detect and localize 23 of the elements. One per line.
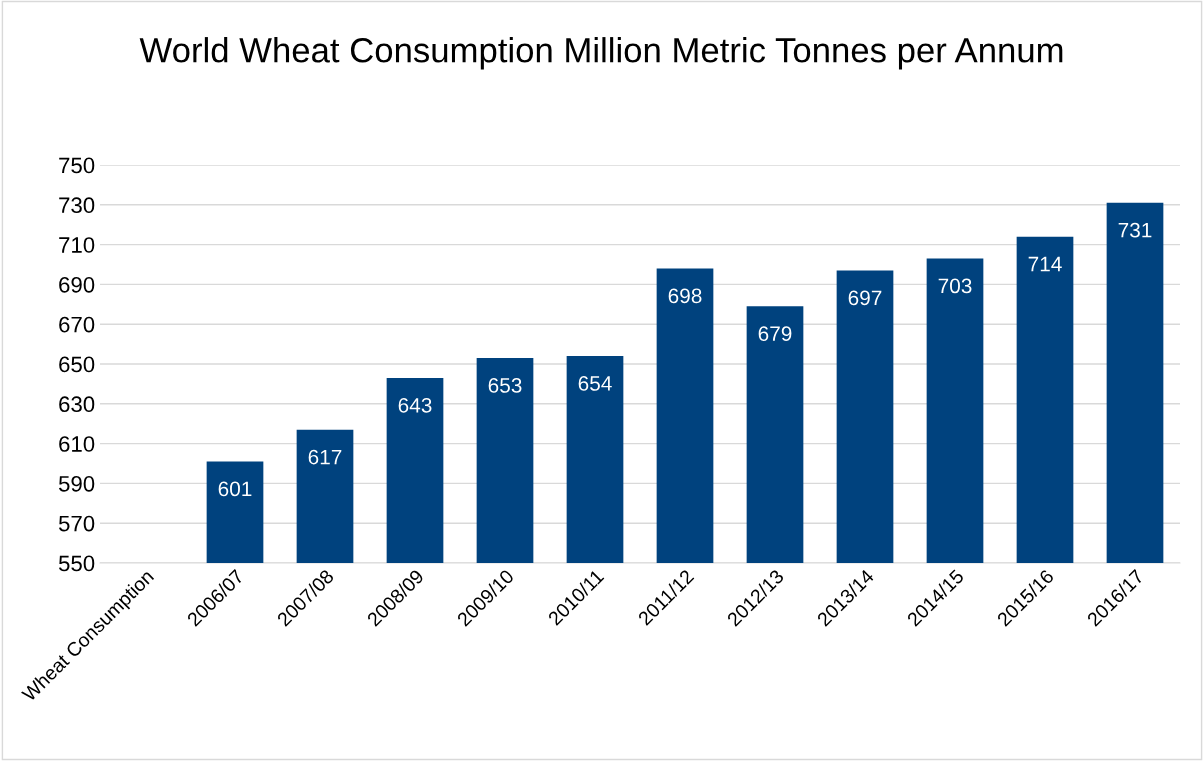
y-tick-label: 590 [58, 475, 95, 492]
y-tick-label: 610 [59, 436, 95, 452]
data-label: 698 [668, 288, 702, 304]
data-label: 617 [308, 449, 342, 465]
data-label: 643 [398, 397, 432, 413]
chart-title: World Wheat Consumption Million Metric Tonnes per Annum [139, 37, 1063, 70]
y-tick-label: 710 [59, 237, 95, 253]
y-tick-label: 750 [59, 157, 95, 174]
y-tick-label: 570 [58, 515, 95, 532]
y-tick-label: 630 [59, 396, 95, 413]
data-label: 653 [488, 378, 522, 393]
y-tick-label: 690 [59, 276, 95, 293]
y-tick-label: 730 [59, 197, 95, 214]
y-tick-label: 670 [59, 316, 95, 333]
data-label: 714 [1028, 256, 1062, 272]
data-label: 654 [578, 376, 612, 391]
data-label: 601 [218, 481, 252, 497]
data-label: 679 [758, 326, 792, 342]
data-label: 731 [1118, 222, 1152, 238]
data-label: 697 [848, 290, 882, 306]
y-tick-label: 650 [59, 356, 95, 373]
y-tick-label: 550 [58, 555, 95, 572]
data-label: 703 [938, 278, 972, 294]
